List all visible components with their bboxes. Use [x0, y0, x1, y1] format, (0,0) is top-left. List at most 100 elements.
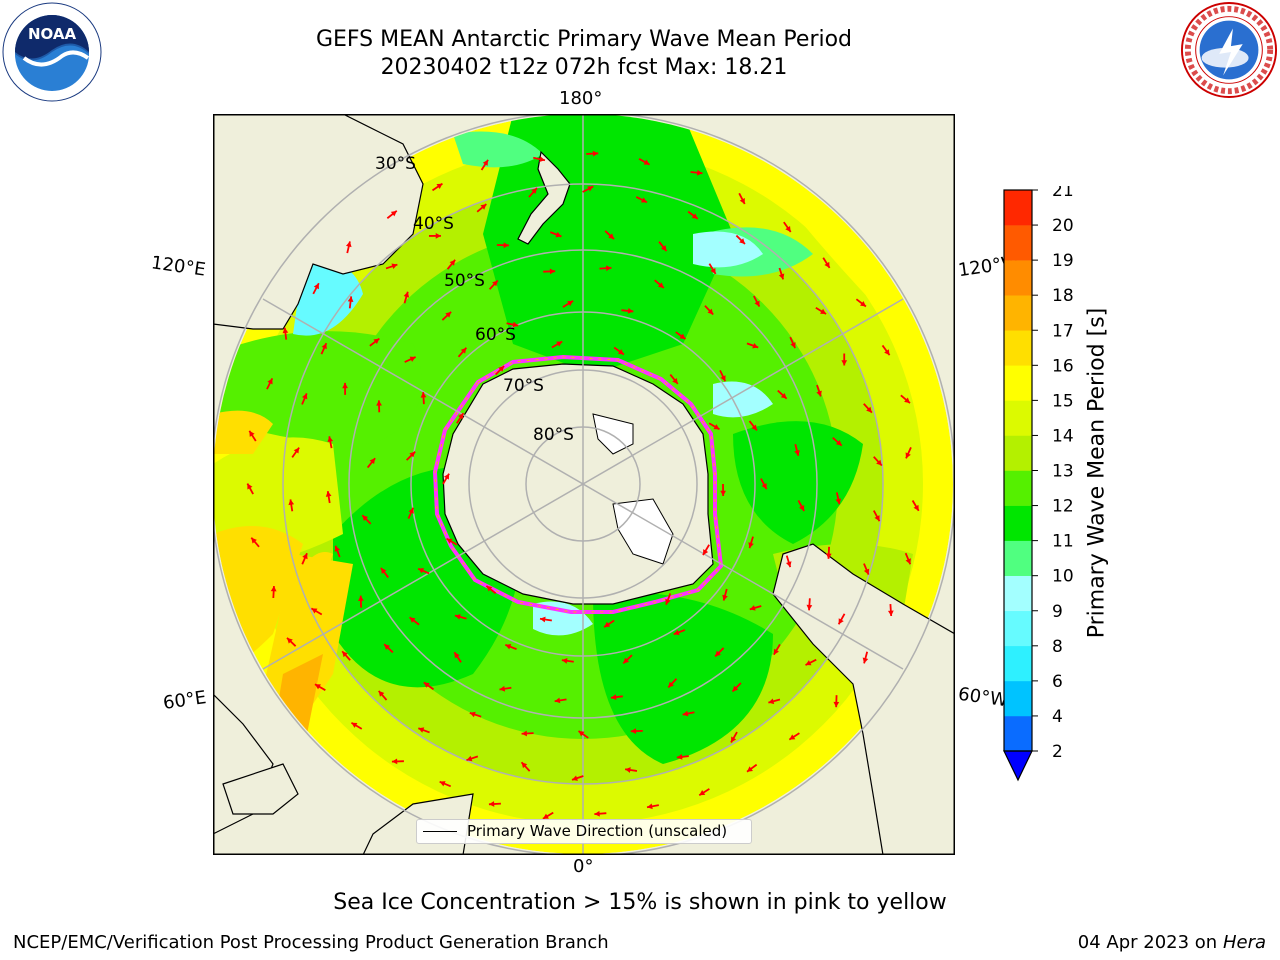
- wave-arrow-head: [503, 242, 509, 249]
- wave-arrow-head: [904, 397, 910, 404]
- colorbar-tick-label: 20: [1052, 216, 1074, 236]
- wave-arrow-head: [623, 657, 630, 664]
- colorbar-block: [1004, 680, 1032, 717]
- wave-arrow-head: [439, 781, 446, 787]
- footer-machine: Hera: [1222, 932, 1266, 953]
- wave-arrow-head: [521, 762, 528, 769]
- colorbar-block: [1004, 645, 1032, 682]
- wave-arrow-head: [682, 710, 689, 717]
- colorbar-block: [1004, 225, 1032, 261]
- wave-arrow-head: [423, 682, 430, 688]
- map-frame: [213, 114, 955, 855]
- wave-arrow-head: [608, 233, 615, 240]
- wave-arrow-head: [604, 621, 611, 628]
- lat-label-60s: 60°S: [475, 325, 516, 345]
- wave-arrow-head: [780, 392, 787, 399]
- wave-arrow-head: [699, 790, 706, 796]
- wave-arrow-head: [376, 400, 382, 406]
- wave-arrow-head: [816, 390, 822, 397]
- wave-arrow-head: [409, 451, 416, 458]
- wave-arrow-head: [691, 213, 698, 219]
- wave-arrow-head: [805, 660, 812, 666]
- wave-arrow-head: [362, 515, 369, 522]
- wave-arrow-head: [409, 356, 416, 362]
- wave-arrow-head: [334, 545, 341, 552]
- wave-arrow-head: [673, 629, 680, 636]
- wave-arrow-head: [435, 233, 441, 239]
- wave-arrow-head: [351, 722, 358, 728]
- wave-arrow-head: [785, 561, 792, 568]
- madagascar: [222, 763, 299, 815]
- colorbar-block: [1004, 470, 1032, 506]
- wave-arrow-head: [660, 245, 667, 252]
- wave-arrow-head: [606, 265, 612, 272]
- colorbar-tick-label: 8: [1052, 637, 1063, 657]
- wave-arrow-head: [739, 197, 745, 204]
- south-america: [772, 543, 955, 855]
- lon-label-60e: 60°E: [161, 687, 208, 714]
- wave-arrow-head: [418, 727, 425, 733]
- wave-arrow-head: [342, 651, 348, 658]
- wave-arrow-head: [391, 758, 398, 765]
- wave-arrow-head: [539, 616, 546, 623]
- wave-arrow-head: [287, 637, 293, 644]
- wave-arrow-head: [327, 436, 334, 443]
- wave-arrow-head: [838, 618, 844, 625]
- colorbar-block: [1004, 260, 1032, 296]
- wave-arrow-head: [754, 300, 760, 307]
- wave-arrow-head: [469, 711, 476, 718]
- wave-arrow-head: [443, 473, 450, 480]
- wave-arrow-head: [627, 308, 634, 314]
- footer-date-text: 04 Apr 2023 on: [1077, 932, 1223, 953]
- wave-arrow-head: [592, 150, 599, 157]
- wave-arrow-head: [345, 241, 352, 248]
- wave-arrow-head: [835, 439, 842, 446]
- colorbar-tick-label: 11: [1052, 532, 1074, 552]
- wave-arrow-head: [539, 156, 545, 162]
- wave-direction-arrows: [246, 150, 920, 820]
- wave-arrow-head: [369, 458, 376, 465]
- wave-arrow-head: [647, 803, 653, 810]
- wave-arrow-head: [824, 261, 830, 268]
- legend-line-swatch: [423, 831, 457, 832]
- wave-arrow-head: [703, 549, 709, 556]
- footer-date: 04 Apr 2023 on Hera: [1078, 932, 1266, 953]
- colorbar-tick-label: 6: [1052, 672, 1063, 692]
- colorbar-tick-label: 19: [1052, 251, 1074, 271]
- wave-arrow-head: [720, 490, 726, 496]
- wave-arrow-head: [488, 801, 495, 807]
- noaa-logo: NOAA: [2, 2, 102, 102]
- colorbar-block: [1004, 365, 1032, 401]
- colorbar-block: [1004, 575, 1032, 612]
- wave-arrow-head: [466, 755, 473, 762]
- lon-label-120e: 120°E: [149, 252, 207, 281]
- colorbar-tick-label: 13: [1052, 462, 1074, 482]
- wave-arrow-head: [446, 538, 453, 544]
- wave-arrow-head: [862, 657, 869, 664]
- wave-arrow-head: [761, 483, 767, 490]
- wave-arrow-head: [710, 267, 716, 274]
- wave-arrow-head: [887, 610, 894, 616]
- wave-arrow-head: [578, 731, 585, 737]
- wave-arrow-head: [521, 730, 527, 737]
- colorbar: 2 4 6 8 9 10 11 12 13 14 15 16 17 18 19 20 21: [1003, 186, 1074, 782]
- wave-arrow-head: [449, 259, 456, 266]
- wave-arrow-head: [778, 273, 785, 280]
- wave-arrow-head: [876, 459, 882, 466]
- wave-arrow-head: [567, 300, 574, 307]
- wave-arrow-head: [358, 595, 364, 601]
- wave-arrow-head: [311, 608, 318, 614]
- wave-arrow-head: [820, 308, 827, 314]
- colorbar-tick-label: 15: [1052, 391, 1074, 411]
- wave-arrow-head: [486, 585, 493, 592]
- wave-arrow-head: [325, 491, 332, 497]
- colorbar-tick-label: 17: [1052, 321, 1074, 341]
- sea-ice-note: Sea Ice Concentration > 15% is shown in …: [333, 890, 947, 915]
- wave-arrow-head: [749, 605, 756, 611]
- wave-arrow-head: [556, 341, 563, 347]
- wave-arrow-head: [460, 347, 467, 354]
- wave-arrow-head: [748, 542, 754, 549]
- colorbar-label: Primary Wave Mean Period [s]: [1084, 307, 1110, 639]
- wave-arrow-head: [825, 553, 832, 559]
- wave-arrow-head: [445, 311, 452, 318]
